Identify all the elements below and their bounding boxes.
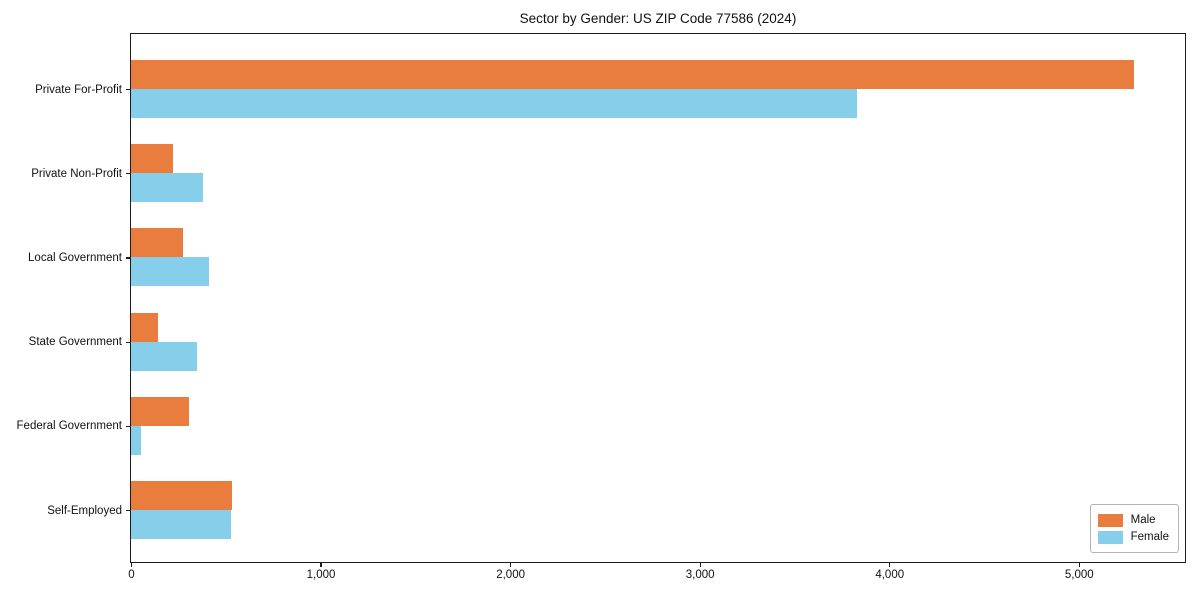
xtick-label: 4,000 [875,569,905,581]
legend-label: Male [1130,514,1156,526]
bar-female-6 [131,510,231,539]
bar-female-2 [131,173,204,203]
ytick-label-6: Self-Employed [47,504,122,517]
xtick-label: 3,000 [685,569,715,581]
bar-male-3 [131,228,184,258]
bar-female-3 [131,257,209,287]
y-tick-mark [126,510,130,512]
xtick-label: 2,000 [496,569,525,581]
x-tick-mark [1078,563,1080,567]
legend-label: Female [1130,531,1169,543]
legend: Male Female [1089,504,1179,553]
x-tick-mark [130,563,133,567]
bar-male-1 [131,60,1134,89]
x-tick-mark [889,563,891,567]
ytick-label-4: State Government [28,336,122,349]
legend-swatch-male [1097,513,1123,527]
plot-area: Male Female [130,33,1186,563]
x-tick-mark [699,563,701,567]
y-tick-mark [126,425,130,427]
legend-swatch-female [1097,530,1123,544]
legend-entry-male: Male [1097,513,1169,527]
y-tick-mark [126,173,130,175]
y-tick-mark [126,341,130,343]
bar-female-5 [131,425,142,455]
bar-male-4 [131,312,159,342]
ytick-label-2: Private Non-Profit [31,167,122,180]
xtick-label: 5,000 [1064,569,1094,581]
bar-male-2 [131,144,173,174]
xtick-label: 0 [128,569,135,581]
legend-entry-female: Female [1097,530,1169,544]
x-tick-mark [510,563,512,567]
bar-female-1 [131,89,857,118]
y-tick-mark [126,89,130,91]
xtick-label: 1,000 [306,569,336,581]
x-tick-mark [320,563,322,567]
ytick-label-3: Local Government [28,251,122,264]
y-tick-mark [126,257,130,259]
chart-title: Sector by Gender: US ZIP Code 77586 (202… [519,11,797,26]
ytick-label-5: Federal Government [16,420,122,433]
bar-female-4 [131,341,198,371]
ytick-label-1: Private For-Profit [35,83,122,96]
bar-male-6 [131,481,233,510]
bar-male-5 [131,396,189,426]
